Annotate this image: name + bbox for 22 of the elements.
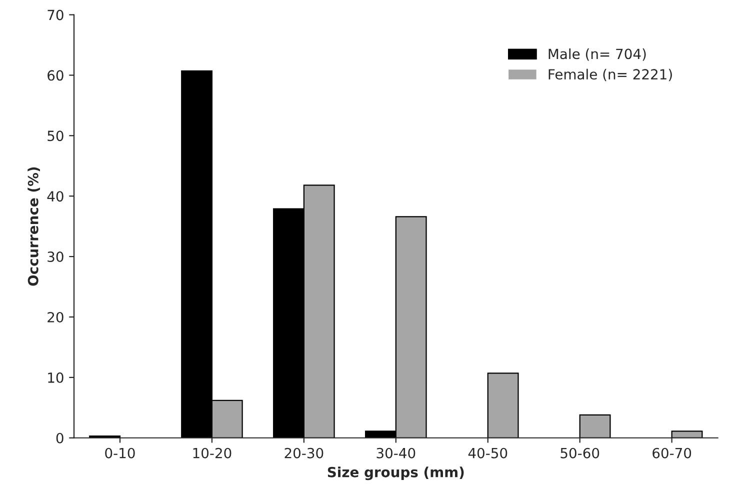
legend-label: Male (n= 704) <box>548 48 646 61</box>
y-tick-label: 40 <box>47 191 64 202</box>
y-tick-label: 50 <box>48 130 64 142</box>
y-tick-label: 0 <box>56 432 64 444</box>
y-tick-label: 10 <box>48 372 64 383</box>
x-tick-label: 20-30 <box>284 448 324 458</box>
y-tick-label: 70 <box>48 10 64 20</box>
bar <box>671 430 703 438</box>
x-tick-label: 40-50 <box>468 448 508 458</box>
y-tick-label: 30 <box>48 252 64 262</box>
bar <box>487 372 519 438</box>
y-tick-label: 60 <box>48 70 64 81</box>
bar <box>579 414 611 438</box>
legend-label: Female (n= 2221) <box>548 68 672 82</box>
x-tick-label: 50-60 <box>560 448 600 458</box>
x-tick-label: 60-70 <box>652 448 692 458</box>
x-tick-label: 10-20 <box>193 448 232 458</box>
x-tick-label: 30-40 <box>376 448 416 458</box>
x-axis-title: Size groups (mm) <box>328 466 464 480</box>
y-tick-label: 20 <box>48 312 64 322</box>
x-tick-label: 0-10 <box>105 448 135 458</box>
y-axis-title: Occurrence (%) <box>28 167 40 286</box>
